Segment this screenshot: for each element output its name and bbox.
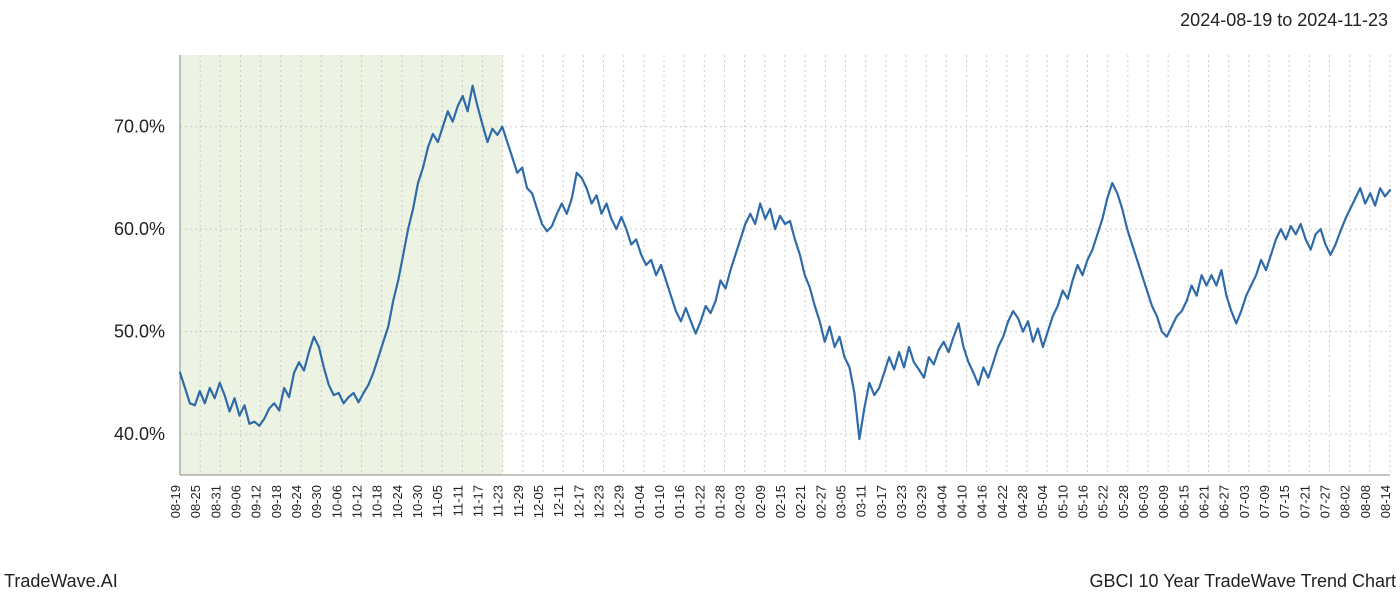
x-tick-label: 07-27 <box>1318 485 1333 518</box>
x-tick-label: 07-15 <box>1277 485 1292 518</box>
x-tick-label: 08-25 <box>188 485 203 518</box>
x-tick-label: 01-16 <box>672 485 687 518</box>
x-tick-label: 11-23 <box>491 485 506 517</box>
x-tick-label: 05-22 <box>1096 485 1111 518</box>
x-tick-label: 08-02 <box>1338 485 1353 518</box>
x-tick-label: 09-30 <box>309 485 324 518</box>
x-tick-label: 12-29 <box>612 485 627 518</box>
x-tick-label: 05-10 <box>1055 485 1070 518</box>
x-tick-label: 05-28 <box>1116 485 1131 518</box>
x-tick-label: 03-29 <box>914 485 929 518</box>
x-tick-label: 12-17 <box>571 485 586 518</box>
x-tick-label: 07-21 <box>1297 485 1312 518</box>
x-tick-label: 09-18 <box>269 485 284 518</box>
chart-container: 2024-08-19 to 2024-11-23 40.0%50.0%60.0%… <box>0 0 1400 600</box>
x-tick-label: 04-22 <box>995 485 1010 518</box>
x-tick-label: 02-09 <box>753 485 768 518</box>
x-tick-label: 05-16 <box>1076 485 1091 518</box>
footer-chart-title: GBCI 10 Year TradeWave Trend Chart <box>1090 571 1397 592</box>
x-tick-label: 06-09 <box>1156 485 1171 518</box>
y-tick-label: 60.0% <box>114 219 165 239</box>
x-tick-label: 07-03 <box>1237 485 1252 518</box>
x-tick-label: 04-04 <box>934 485 949 518</box>
x-tick-label: 04-16 <box>975 485 990 518</box>
x-tick-label: 10-24 <box>390 485 405 518</box>
x-tick-label: 08-31 <box>208 485 223 518</box>
x-tick-label: 09-06 <box>229 485 244 518</box>
x-tick-label: 10-30 <box>410 485 425 518</box>
x-tick-label: 11-11 <box>450 485 465 516</box>
x-tick-label: 03-11 <box>854 485 869 517</box>
x-tick-label: 09-12 <box>249 485 264 518</box>
x-tick-label: 08-08 <box>1358 485 1373 518</box>
x-tick-label: 12-05 <box>531 485 546 518</box>
x-tick-label: 02-03 <box>733 485 748 518</box>
footer-brand: TradeWave.AI <box>4 571 118 592</box>
chart-svg: 40.0% 50.0% 60.0% 70.0% 08-19 08-25 08-31 09-06… <box>0 0 1400 600</box>
x-tick-label: 08-19 <box>168 485 183 518</box>
x-tick-label: 01-28 <box>713 485 728 518</box>
x-tick-label: 10-12 <box>350 485 365 518</box>
x-tick-label: 01-10 <box>652 485 667 518</box>
x-tick-label: 01-22 <box>692 485 707 518</box>
x-tick-label: 04-28 <box>1015 485 1030 518</box>
x-tick-label: 08-14 <box>1378 485 1393 518</box>
x-tick-label: 01-04 <box>632 485 647 518</box>
x-tick-label: 09-24 <box>289 485 304 518</box>
x-tick-label: 11-05 <box>430 485 445 517</box>
y-tick-label: 50.0% <box>114 322 165 342</box>
x-tick-label: 07-09 <box>1257 485 1272 518</box>
y-tick-label: 40.0% <box>114 424 165 444</box>
x-tick-label: 06-03 <box>1136 485 1151 518</box>
x-tick-label: 11-29 <box>511 485 526 517</box>
x-tick-label: 03-23 <box>894 485 909 518</box>
y-tick-label: 70.0% <box>114 117 165 137</box>
x-tick-label: 05-04 <box>1035 485 1050 518</box>
x-tick-label: 02-27 <box>813 485 828 518</box>
x-tick-label: 06-15 <box>1176 485 1191 518</box>
x-tick-label: 10-06 <box>329 485 344 518</box>
x-tick-label: 03-05 <box>834 485 849 518</box>
x-tick-label: 02-15 <box>773 485 788 518</box>
x-tick-label: 11-17 <box>471 485 486 517</box>
x-tick-label: 12-23 <box>592 485 607 518</box>
x-tick-label: 12-11 <box>551 485 566 517</box>
x-tick-label: 03-17 <box>874 485 889 518</box>
x-tick-label: 06-21 <box>1197 485 1212 518</box>
x-tick-label: 04-10 <box>955 485 970 518</box>
x-tick-label: 10-18 <box>370 485 385 518</box>
x-tick-label: 02-21 <box>793 485 808 518</box>
x-tick-label: 06-27 <box>1217 485 1232 518</box>
